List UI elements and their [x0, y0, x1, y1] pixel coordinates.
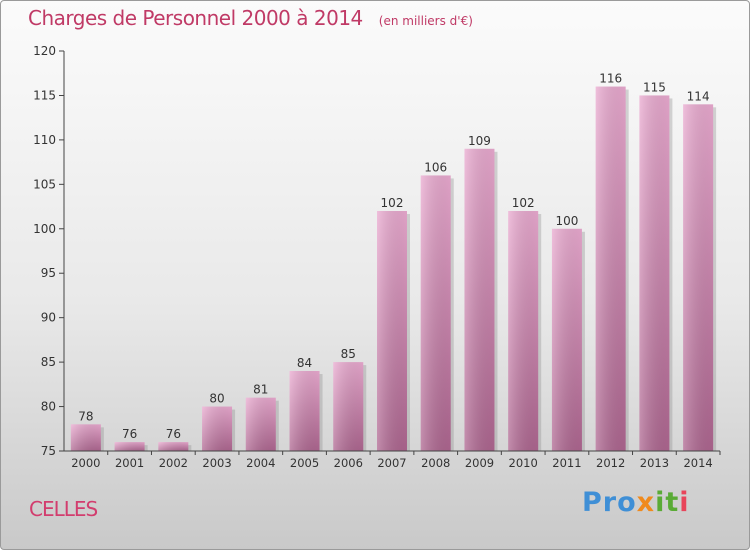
x-tick-label: 2003 — [202, 456, 231, 470]
bar-value-label: 115 — [643, 80, 666, 94]
bar-highlight — [551, 228, 582, 451]
bar-value-label: 78 — [78, 409, 93, 423]
bar-highlight — [508, 211, 539, 451]
bar-value-label: 106 — [424, 160, 447, 174]
x-tick-label: 2007 — [377, 456, 406, 470]
y-tick-label: 115 — [33, 88, 56, 102]
bar-highlight — [158, 442, 189, 451]
bar-value-label: 81 — [253, 383, 268, 397]
bar-value-label: 76 — [166, 427, 181, 441]
bar-highlight — [464, 148, 495, 451]
y-tick-label: 90 — [41, 311, 56, 325]
x-tick-label: 2011 — [552, 456, 581, 470]
x-tick-label: 2002 — [159, 456, 188, 470]
y-axis: 75 80 85 90 95 100 105 110 115 120 — [33, 44, 65, 458]
logo-part-2: x — [636, 487, 656, 518]
bar-highlight — [595, 86, 626, 452]
y-tick-label: 75 — [41, 444, 56, 458]
x-axis: 2000 2001 2002 2003 2004 2005 2006 2007 2008 2009… — [64, 450, 721, 470]
bar-value-label: 80 — [209, 392, 224, 406]
bar-value-label: 102 — [381, 196, 404, 210]
bar-highlight — [114, 442, 145, 451]
x-tick-label: 2009 — [465, 456, 494, 470]
commune-name: CELLES — [29, 497, 98, 521]
bar-highlight — [377, 211, 407, 451]
logo-part-4: i — [679, 487, 690, 518]
proxiti-logo[interactable]: Proxiti — [582, 487, 690, 518]
title-row: Charges de Personnel 2000 à 2014 (en mill… — [28, 6, 473, 30]
y-tick-label: 120 — [33, 44, 56, 58]
bar-value-label: 102 — [512, 196, 535, 210]
x-tick-label: 2006 — [334, 456, 363, 470]
x-tick-label: 2014 — [683, 456, 712, 470]
bar-value-label: 100 — [555, 214, 578, 228]
x-tick-label: 2010 — [509, 456, 538, 470]
bars: 78 76 76 80 81 84 85 102 106 109 102 100 116 115 114 — [70, 72, 717, 452]
bar-value-label: 76 — [122, 427, 137, 441]
y-tick-label: 105 — [33, 177, 56, 191]
y-tick-label: 110 — [33, 133, 56, 147]
logo-part-3: it — [655, 487, 680, 518]
y-tick-label: 80 — [41, 400, 56, 414]
bar-value-label: 85 — [341, 347, 356, 361]
chart-title: Charges de Personnel 2000 à 2014 — [28, 6, 363, 30]
y-tick-label: 100 — [33, 222, 56, 236]
bar-value-label: 116 — [599, 72, 622, 86]
bar-highlight — [289, 371, 320, 451]
y-tick-label: 85 — [41, 355, 56, 369]
bar-highlight — [245, 397, 276, 451]
bar-value-label: 114 — [687, 89, 710, 103]
x-tick-label: 2013 — [640, 456, 669, 470]
x-tick-label: 2012 — [596, 456, 625, 470]
bar-highlight — [70, 424, 101, 451]
bar-value-label: 84 — [297, 356, 312, 370]
bar-value-label: 109 — [468, 134, 491, 148]
logo-part-1: Pro — [582, 487, 637, 518]
bar-highlight — [333, 362, 364, 451]
y-tick-label: 95 — [41, 266, 56, 280]
bar-highlight — [639, 95, 670, 451]
x-tick-label: 2005 — [290, 456, 319, 470]
bar-highlight — [420, 175, 451, 451]
bar-highlight — [202, 406, 233, 451]
x-tick-label: 2004 — [246, 456, 275, 470]
x-tick-label: 2001 — [115, 456, 144, 470]
chart-subtitle: (en milliers d'€) — [378, 14, 473, 28]
x-tick-label: 2008 — [421, 456, 450, 470]
x-tick-label: 2000 — [71, 456, 100, 470]
bar-highlight — [683, 104, 714, 451]
